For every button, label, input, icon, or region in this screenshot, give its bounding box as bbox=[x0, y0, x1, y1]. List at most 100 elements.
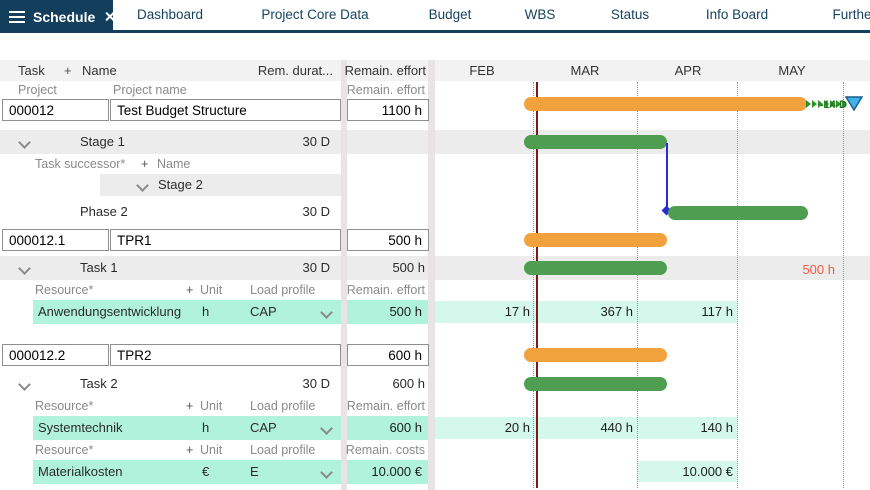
header-rem-duration[interactable]: Rem. durat... bbox=[257, 63, 333, 78]
label-remain-effort2: Remain. effort bbox=[346, 399, 425, 413]
column-splitter-gantt[interactable] bbox=[428, 60, 435, 490]
label-remain-effort: Remain. effort bbox=[346, 83, 425, 97]
label-load-profile1: Load profile bbox=[250, 283, 316, 297]
tab-project-core-data[interactable]: Project Core Data bbox=[261, 7, 369, 22]
label-resource3: Resource* bbox=[35, 443, 94, 457]
task1-row-band[interactable] bbox=[0, 256, 870, 280]
tpr1-name-input[interactable]: TPR1 bbox=[110, 229, 341, 251]
project-effort-input[interactable]: 1100 h bbox=[347, 99, 429, 121]
project-gantt-bar[interactable] bbox=[524, 97, 807, 111]
tab-budget[interactable]: Budget bbox=[428, 7, 472, 22]
project-delay-label: -14 D bbox=[820, 99, 847, 111]
resource2-name[interactable]: Systemtechnik bbox=[38, 420, 123, 435]
tab-dashboard[interactable]: Dashboard bbox=[136, 7, 204, 22]
resource1-unit[interactable]: h bbox=[202, 304, 210, 319]
gridline-may-end bbox=[843, 82, 844, 488]
tpr2-name-input[interactable]: TPR2 bbox=[110, 344, 341, 366]
resource1-mar-value: 367 h bbox=[600, 304, 633, 319]
stage1-name[interactable]: Stage 1 bbox=[80, 134, 125, 149]
tpr1-effort-input[interactable]: 500 h bbox=[347, 229, 429, 251]
label-project: Project bbox=[18, 83, 57, 97]
tab-schedule[interactable]: Schedule bbox=[0, 0, 113, 33]
header-plus-icon[interactable]: + bbox=[64, 63, 72, 78]
stage2-row-band[interactable] bbox=[100, 174, 341, 196]
resource2-mar-value: 440 h bbox=[600, 420, 633, 435]
resource1-name[interactable]: Anwendungsentwicklung bbox=[38, 304, 182, 319]
tab-schedule-label: Schedule bbox=[33, 8, 96, 25]
resource3-apr-value: 10.000 € bbox=[682, 464, 733, 479]
project-id-input[interactable]: 000012 bbox=[2, 99, 109, 121]
task2-name[interactable]: Task 2 bbox=[80, 376, 118, 391]
resource2-feb-value: 20 h bbox=[504, 420, 530, 435]
tpr2-effort-input[interactable]: 600 h bbox=[347, 344, 429, 366]
task1-effort: 500 h bbox=[392, 260, 425, 275]
label-load-profile2: Load profile bbox=[250, 399, 316, 413]
month-feb: FEB bbox=[469, 63, 495, 78]
resource3-load-profile[interactable]: E bbox=[250, 464, 259, 479]
tab-wbs[interactable]: WBS bbox=[524, 7, 556, 22]
header-remain-effort[interactable]: Remain. effort bbox=[344, 63, 426, 78]
successor-link-line bbox=[666, 143, 668, 207]
header-task[interactable]: Task bbox=[18, 63, 45, 78]
tpr1-gantt-bar[interactable] bbox=[524, 233, 667, 247]
resource2-row-band[interactable] bbox=[33, 416, 341, 440]
stage2-name[interactable]: Stage 2 bbox=[158, 177, 203, 192]
task1-duration: 30 D bbox=[302, 260, 330, 275]
label-remain-effort1: Remain. effort bbox=[346, 283, 425, 297]
label-resource1: Resource* bbox=[35, 283, 94, 297]
stage1-row-band[interactable] bbox=[0, 130, 870, 154]
task1-gantt-bar[interactable] bbox=[524, 261, 667, 275]
end-milestone-icon[interactable] bbox=[845, 96, 863, 111]
task1-overload-value: 500 h bbox=[802, 262, 835, 277]
resource2-plus-icon[interactable]: + bbox=[186, 399, 194, 413]
resource2-effort[interactable]: 600 h bbox=[347, 416, 428, 440]
label-load-profile3: Load profile bbox=[250, 443, 316, 457]
tpr1-id-input[interactable]: 000012.1 bbox=[2, 229, 109, 251]
tab-bar: Schedule Dashboard Project Core Data Bud… bbox=[0, 0, 870, 33]
tab-further[interactable]: Furthe bbox=[832, 7, 870, 22]
resource3-plus-icon[interactable]: + bbox=[186, 443, 194, 457]
stage1-gantt-bar[interactable] bbox=[524, 135, 667, 149]
tab-info-board[interactable]: Info Board bbox=[705, 7, 769, 22]
resource3-unit[interactable]: € bbox=[202, 464, 210, 479]
label-project-name: Project name bbox=[113, 83, 187, 97]
resource1-row-band[interactable] bbox=[33, 300, 341, 324]
tpr2-gantt-bar[interactable] bbox=[524, 348, 667, 362]
resource3-name[interactable]: Materialkosten bbox=[38, 464, 123, 479]
tab-status[interactable]: Status bbox=[610, 7, 650, 22]
gridline-feb-mar bbox=[533, 82, 534, 488]
resource1-apr-value: 117 h bbox=[701, 304, 733, 319]
resource2-unit[interactable]: h bbox=[202, 420, 210, 435]
phase2-gantt-bar[interactable] bbox=[668, 206, 808, 220]
resource2-apr-value: 140 h bbox=[700, 420, 733, 435]
resource1-effort[interactable]: 500 h bbox=[347, 300, 428, 324]
label-resource2: Resource* bbox=[35, 399, 94, 413]
label-remain-costs: Remain. costs bbox=[345, 443, 425, 457]
label-unit1: Unit bbox=[200, 283, 223, 297]
today-line bbox=[536, 82, 538, 488]
resource1-feb-value: 17 h bbox=[504, 304, 530, 319]
task2-duration: 30 D bbox=[302, 376, 330, 391]
gridline-apr-may bbox=[737, 82, 738, 488]
column-splitter-duration[interactable] bbox=[341, 60, 347, 490]
resource2-load-profile[interactable]: CAP bbox=[250, 420, 277, 435]
tpr2-id-input[interactable]: 000012.2 bbox=[2, 344, 109, 366]
project-name-input[interactable]: Test Budget Structure bbox=[110, 99, 341, 121]
phase2-duration: 30 D bbox=[302, 204, 330, 219]
label-successor-name: Name bbox=[157, 157, 191, 171]
resource3-gantt-band bbox=[637, 461, 737, 482]
successor-plus-icon[interactable]: + bbox=[141, 157, 149, 171]
phase2-name[interactable]: Phase 2 bbox=[80, 204, 128, 219]
task2-gantt-bar[interactable] bbox=[524, 377, 667, 391]
resource2-gantt-band bbox=[434, 417, 737, 439]
resource3-row-band[interactable] bbox=[33, 460, 341, 484]
resource3-costs[interactable]: 10.000 € bbox=[347, 460, 428, 484]
task1-name[interactable]: Task 1 bbox=[80, 260, 118, 275]
close-tab-icon[interactable] bbox=[104, 11, 113, 22]
resource1-load-profile[interactable]: CAP bbox=[250, 304, 277, 319]
collapse-task2-icon[interactable] bbox=[18, 378, 31, 391]
month-may: MAY bbox=[778, 63, 806, 78]
hamburger-menu-icon[interactable] bbox=[9, 10, 25, 23]
header-name[interactable]: Name bbox=[82, 63, 117, 78]
resource1-plus-icon[interactable]: + bbox=[186, 283, 194, 297]
